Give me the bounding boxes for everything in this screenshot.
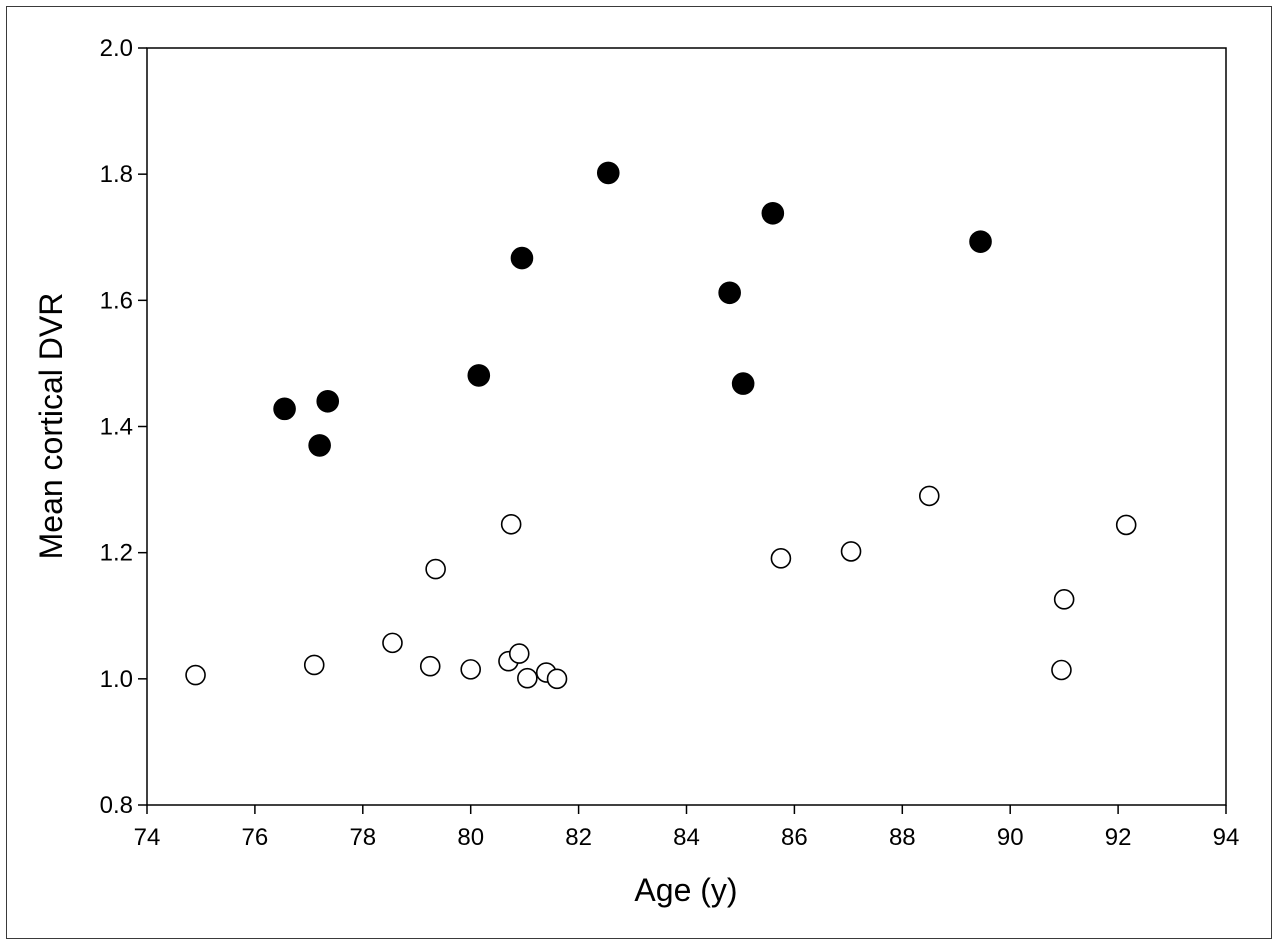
open-data-point [382,632,403,654]
y-tick-label: 1.2 [100,540,133,567]
y-axis: 0.8 1.0 1.2 1.4 1.6 1.8 2.0 [100,35,147,819]
filled-data-point [467,364,491,387]
x-tick-label: 86 [781,824,808,851]
open-data-point [185,664,206,686]
open-data-point [517,667,538,689]
open-data-point [546,668,568,690]
filled-data-point [316,389,340,413]
open-data-point [425,558,446,580]
y-tick-label: 0.8 [100,792,133,819]
filled-data-point [761,201,785,225]
open-data-point [500,513,522,535]
x-tick-label: 78 [349,824,376,851]
x-tick-label: 80 [457,824,484,851]
filled-data-point [308,434,331,457]
y-tick-label: 1.6 [100,287,133,314]
filled-data-point [969,230,992,253]
x-axis: 74 76 78 80 82 84 86 88 90 92 94 [134,805,1240,851]
x-tick-label: 76 [242,824,269,851]
open-data-point [508,643,530,664]
open-data-point [918,485,940,507]
chart-frame [6,6,1272,939]
x-axis-title: Age (y) [634,872,737,908]
filled-data-point [596,161,620,185]
x-tick-label: 74 [134,824,161,851]
x-tick-label: 88 [889,824,916,851]
open-data-point [419,655,441,677]
data-points [185,161,1137,690]
x-tick-label: 90 [997,824,1024,851]
y-tick-label: 1.0 [100,666,133,693]
filled-data-point [273,397,296,421]
open-data-point [1053,589,1075,610]
open-data-point [840,541,862,562]
open-data-point [303,654,325,676]
x-tick-label: 92 [1105,824,1132,851]
open-data-point [460,659,482,680]
plot-area [146,47,1227,806]
open-data-point [1051,659,1072,681]
y-tick-label: 1.8 [100,161,133,188]
open-data-point [770,548,792,569]
y-tick-label: 2.0 [100,35,133,62]
x-tick-label: 84 [673,824,700,851]
filled-data-point [510,246,534,270]
filled-data-point [718,281,741,305]
x-tick-label: 94 [1213,824,1240,851]
x-tick-label: 82 [565,824,592,851]
y-axis-title: Mean cortical DVR [33,293,69,560]
open-data-point [1115,514,1137,536]
y-tick-label: 1.4 [100,414,133,441]
filled-data-point [731,372,755,395]
